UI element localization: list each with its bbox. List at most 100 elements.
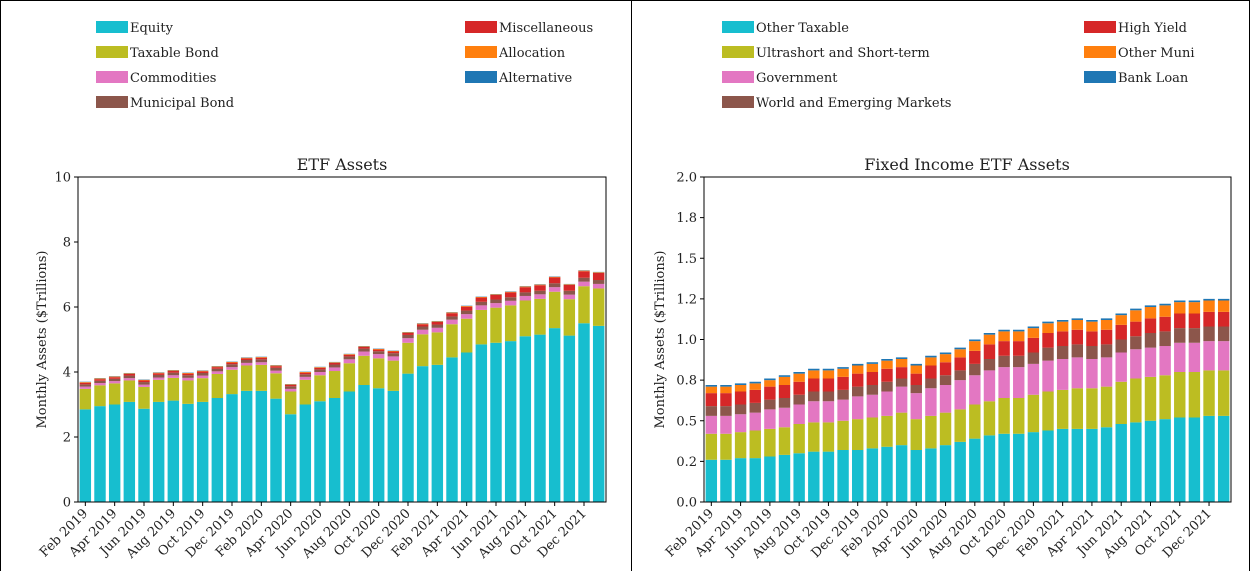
bar-world-and-emerging-markets [808, 391, 820, 402]
bar-world-and-emerging-markets [925, 378, 937, 389]
bar-world-and-emerging-markets [1042, 347, 1054, 361]
bar-bank-loan [969, 339, 981, 342]
bar-equity [182, 403, 194, 502]
bar-other-muni [1013, 331, 1025, 342]
bar-bank-loan [837, 367, 849, 369]
bar-equity [387, 390, 400, 502]
bar-other-taxable [1042, 430, 1054, 502]
bar-bank-loan [1159, 303, 1171, 306]
bar-miscellaneous [343, 354, 356, 357]
bar-other-muni [749, 383, 761, 390]
bar-taxable-bond [152, 379, 165, 402]
bar-equity [255, 390, 268, 502]
bar-world-and-emerging-markets [764, 399, 776, 410]
bar-high-yield [1100, 329, 1113, 345]
bar-equity [431, 364, 444, 502]
bar-other-taxable [1159, 419, 1171, 503]
bar-taxable-bond [578, 286, 590, 324]
bar-miscellaneous [402, 333, 414, 335]
bar-government [1115, 352, 1127, 382]
bar-ultrashort-and-short-term [1159, 375, 1171, 420]
bar-high-yield [983, 344, 996, 360]
legend-swatch [722, 71, 754, 83]
bar-allocation [328, 362, 341, 363]
frame-top-border [0, 0, 1250, 1]
bar-ultrashort-and-short-term [1130, 378, 1142, 423]
bar-municipal-bond [578, 277, 590, 282]
bar-allocation [123, 373, 136, 374]
legend-swatch [465, 46, 497, 58]
bar-government [1174, 342, 1186, 372]
bar-miscellaneous [328, 362, 341, 365]
bar-other-taxable [705, 459, 718, 502]
chart-title: ETF Assets [297, 155, 388, 174]
bar-other-muni [1056, 321, 1069, 332]
y-tick-label: 10 [54, 171, 71, 186]
bar-government [881, 391, 893, 416]
bar-bank-loan [852, 363, 864, 366]
bar-other-muni [954, 349, 966, 358]
bar-taxable-bond [284, 391, 297, 415]
bar-high-yield [1056, 331, 1069, 347]
bar-ultrashort-and-short-term [1188, 372, 1201, 418]
bar-world-and-emerging-markets [954, 370, 966, 381]
bar-municipal-bond [431, 324, 444, 328]
bar-government [778, 407, 791, 428]
fixed-income-etf-assets-chart: Other Taxable Ultrashort and Short-term Go… [653, 21, 1232, 562]
bar-ultrashort-and-short-term [1217, 370, 1230, 416]
legend-swatch [465, 21, 497, 33]
bar-government [1217, 341, 1230, 371]
bar-other-muni [983, 334, 996, 345]
legend-label: Municipal Bond [130, 96, 234, 111]
bar-world-and-emerging-markets [1115, 339, 1127, 353]
bar-high-yield [749, 389, 761, 403]
bar-bank-loan [1042, 321, 1054, 324]
bar-municipal-bond [182, 375, 194, 378]
legend-item-other-muni: Other Muni [1084, 46, 1195, 61]
bar-taxable-bond [460, 318, 473, 353]
bar-other-taxable [1144, 420, 1157, 502]
bar-municipal-bond [504, 297, 517, 301]
bar-miscellaneous [431, 321, 444, 325]
bar-government [1042, 360, 1054, 392]
bar-government [1130, 349, 1142, 379]
legend-label: World and Emerging Markets [756, 96, 951, 111]
bar-equity [211, 398, 224, 502]
bar-other-muni [866, 363, 879, 373]
bar-other-muni [998, 331, 1010, 342]
bar-bank-loan [822, 368, 835, 371]
bar-allocation [314, 367, 326, 368]
legend-swatch [1084, 71, 1116, 83]
bar-other-muni [764, 380, 776, 387]
bar-miscellaneous [108, 377, 121, 379]
bar-other-muni [1086, 321, 1098, 332]
bar-municipal-bond [211, 368, 224, 372]
legend-label: Other Muni [1118, 46, 1195, 61]
bar-equity [358, 385, 370, 502]
bar-miscellaneous [519, 287, 532, 293]
bar-municipal-bond [152, 374, 165, 378]
bar-world-and-emerging-markets [939, 375, 952, 385]
bar-miscellaneous [226, 362, 238, 365]
bar-miscellaneous [270, 366, 282, 368]
legend-swatch [96, 46, 128, 58]
bar-allocation [548, 276, 561, 278]
bar-government [1086, 359, 1098, 389]
legend-item-other-taxable: Other Taxable [722, 21, 849, 36]
bar-bank-loan [910, 363, 922, 366]
bar-commodities [270, 370, 282, 374]
bar-world-and-emerging-markets [983, 359, 996, 371]
bar-commodities [138, 384, 150, 387]
bar-other-muni [734, 385, 747, 392]
bar-ultrashort-and-short-term [1056, 389, 1069, 429]
bar-allocation [416, 323, 429, 325]
bar-other-muni [939, 354, 952, 363]
bar-other-taxable [1013, 433, 1025, 502]
bar-allocation [270, 365, 282, 367]
bar-miscellaneous [284, 385, 297, 387]
bar-other-muni [822, 370, 835, 379]
bar-bank-loan [1027, 326, 1040, 329]
bar-other-taxable [881, 446, 893, 502]
legend-swatch [722, 46, 754, 58]
bar-taxable-bond [446, 324, 458, 358]
